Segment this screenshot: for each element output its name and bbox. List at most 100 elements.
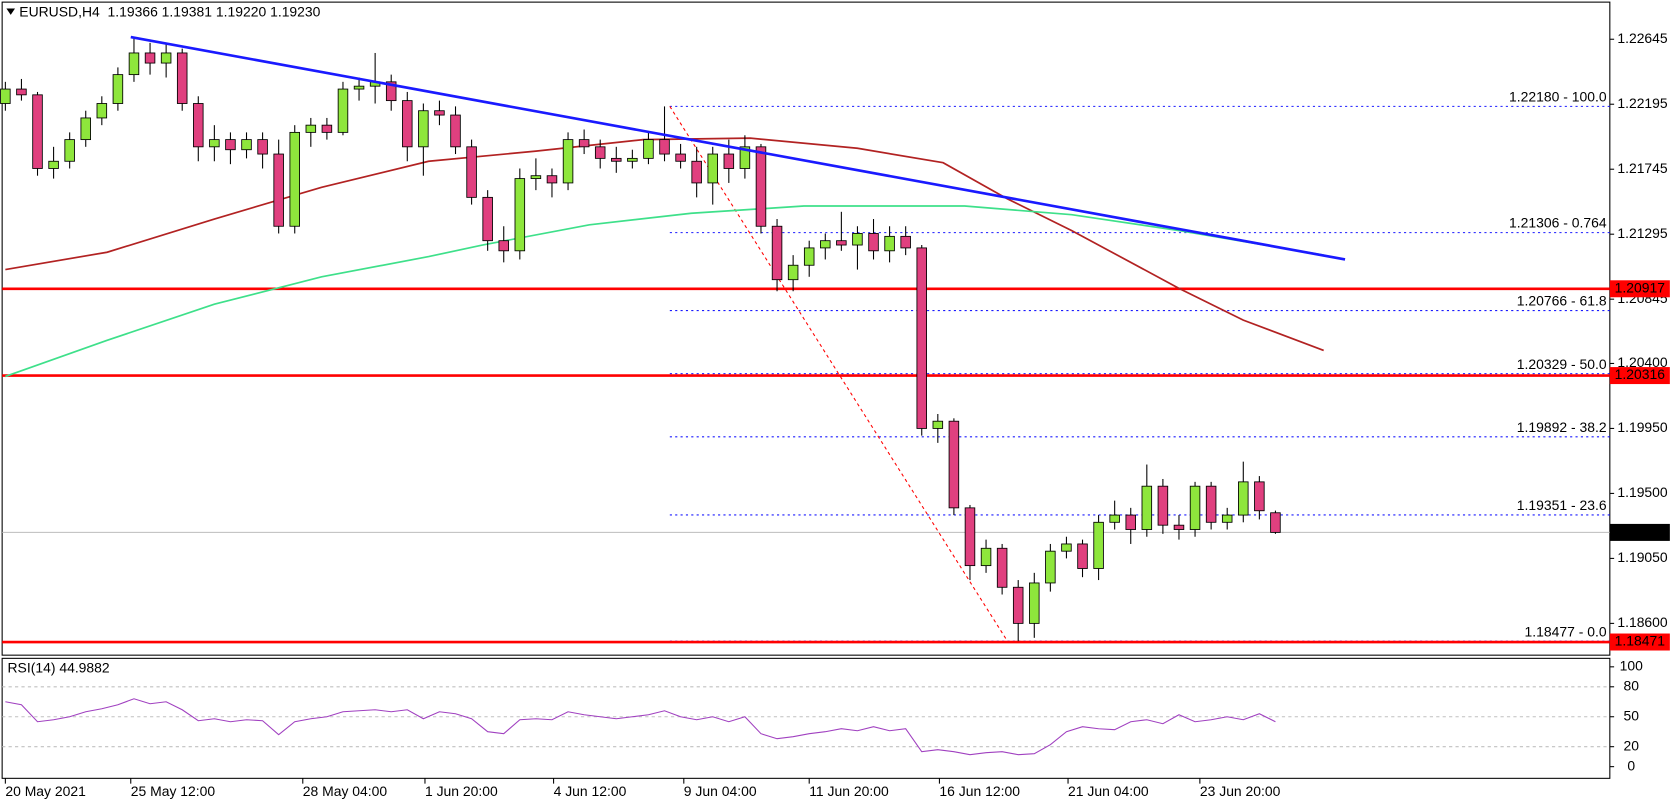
y-tick-label: 1.21745 <box>1617 160 1668 176</box>
candle-body <box>1125 514 1136 530</box>
candle-body <box>402 100 413 148</box>
y-tick-label: 20 <box>1624 737 1640 753</box>
candle-body <box>16 88 27 96</box>
x-tick-label: 16 Jun 12:00 <box>939 783 1020 799</box>
candle-body <box>1093 521 1104 569</box>
candle-body <box>1189 485 1201 530</box>
fib-label: 1.19351 - 23.6 <box>1517 497 1607 513</box>
candle-body <box>48 160 59 169</box>
moving-average <box>5 205 1324 378</box>
candle-body <box>594 146 606 159</box>
x-tick-label: 9 Jun 04:00 <box>684 783 757 799</box>
fib-label: 1.18477 - 0.0 <box>1525 623 1607 639</box>
candle-body <box>611 157 622 162</box>
trendline <box>130 35 1346 261</box>
candle-body <box>353 85 365 90</box>
candle-body <box>482 196 493 242</box>
candle-body <box>659 139 670 155</box>
candle-body <box>546 175 558 184</box>
candle-body <box>289 131 300 227</box>
x-tick-label: 21 Jun 04:00 <box>1068 783 1149 799</box>
candle-body <box>257 139 268 155</box>
x-tick-label: 11 Jun 20:00 <box>809 783 889 799</box>
candle-body <box>209 139 220 148</box>
fib-label: 1.20766 - 61.8 <box>1517 293 1607 309</box>
candle-body <box>1029 582 1040 624</box>
y-tick-label: 80 <box>1624 677 1640 693</box>
candle-body <box>1157 485 1169 526</box>
candle-body <box>900 235 911 249</box>
x-tick-label: 4 Jun 12:00 <box>554 783 627 799</box>
candle-body <box>932 420 944 429</box>
price-box <box>1609 280 1670 298</box>
y-tick-label: 1.19050 <box>1617 549 1668 565</box>
candle-body <box>450 114 461 148</box>
candle-body <box>1141 485 1153 530</box>
candle-body <box>144 52 156 64</box>
candle-body <box>868 233 879 252</box>
candle-body <box>385 81 397 102</box>
candle-body <box>1205 485 1217 523</box>
y-tick-label: 1.18600 <box>1617 614 1668 630</box>
price-box <box>1609 523 1670 541</box>
candle-body <box>562 139 574 184</box>
x-tick-label: 1 Jun 20:00 <box>425 783 498 799</box>
candle-body <box>739 146 751 169</box>
candle-body <box>836 240 847 246</box>
candle-body <box>337 88 349 133</box>
y-tick-label: 1.20400 <box>1617 354 1668 370</box>
rsi-title: RSI(14) 44.9882 <box>8 660 110 676</box>
candle-body <box>1254 481 1265 512</box>
price-box <box>1609 367 1670 385</box>
x-tick-label: 28 May 04:00 <box>303 783 388 799</box>
candle-body <box>176 52 188 104</box>
candle-body <box>820 240 831 249</box>
candle-body <box>755 146 767 227</box>
y-tick-label: 1.19950 <box>1617 419 1668 435</box>
candle-body <box>1270 512 1281 533</box>
candle-body <box>852 233 863 246</box>
y-tick-label: 1.22645 <box>1617 30 1668 46</box>
x-tick-label: 20 May 2021 <box>5 783 86 799</box>
price-box-label: 1.20917 <box>1615 279 1666 295</box>
candle-body <box>241 139 252 151</box>
candle-body <box>514 178 526 252</box>
price-panel <box>1 1 1611 656</box>
candle-body <box>1077 543 1088 569</box>
candle-body <box>996 547 1008 588</box>
candle-body <box>0 88 11 104</box>
price-box-label: 1.20316 <box>1615 366 1666 382</box>
price-box-label: 1.19230 <box>1615 523 1666 539</box>
fib-label: 1.19892 - 38.2 <box>1517 419 1607 435</box>
fib-line <box>669 106 1008 642</box>
candle-body <box>225 139 236 151</box>
candle-body <box>321 124 333 133</box>
candle-body <box>466 146 477 198</box>
candle-body <box>32 94 43 169</box>
candle-body <box>1221 514 1233 523</box>
candle-body <box>723 153 735 169</box>
candle-body <box>96 103 108 119</box>
candle-body <box>916 247 927 429</box>
candle-body <box>884 235 895 252</box>
candle-body <box>305 124 317 133</box>
candle-body <box>1238 481 1249 516</box>
candle-body <box>691 160 702 184</box>
candle-body <box>964 507 976 567</box>
candle-body <box>675 153 686 162</box>
candle-body <box>273 153 284 227</box>
menu-arrow <box>6 8 16 15</box>
candle-body <box>1109 514 1120 523</box>
candle-body <box>643 139 654 159</box>
candle-body <box>1045 550 1056 584</box>
candle-body <box>112 74 124 104</box>
candle-body <box>193 103 204 148</box>
candle-body <box>498 240 509 252</box>
chart-title: EURUSD,H4 1.19366 1.19381 1.19220 1.1923… <box>19 3 320 19</box>
y-tick-label: 1.22195 <box>1617 95 1668 111</box>
candle-body <box>1012 586 1024 624</box>
candle-body <box>787 264 799 281</box>
candle-body <box>948 420 960 509</box>
y-tick-label: 1.19500 <box>1617 484 1668 500</box>
y-tick-label: 50 <box>1624 707 1640 723</box>
